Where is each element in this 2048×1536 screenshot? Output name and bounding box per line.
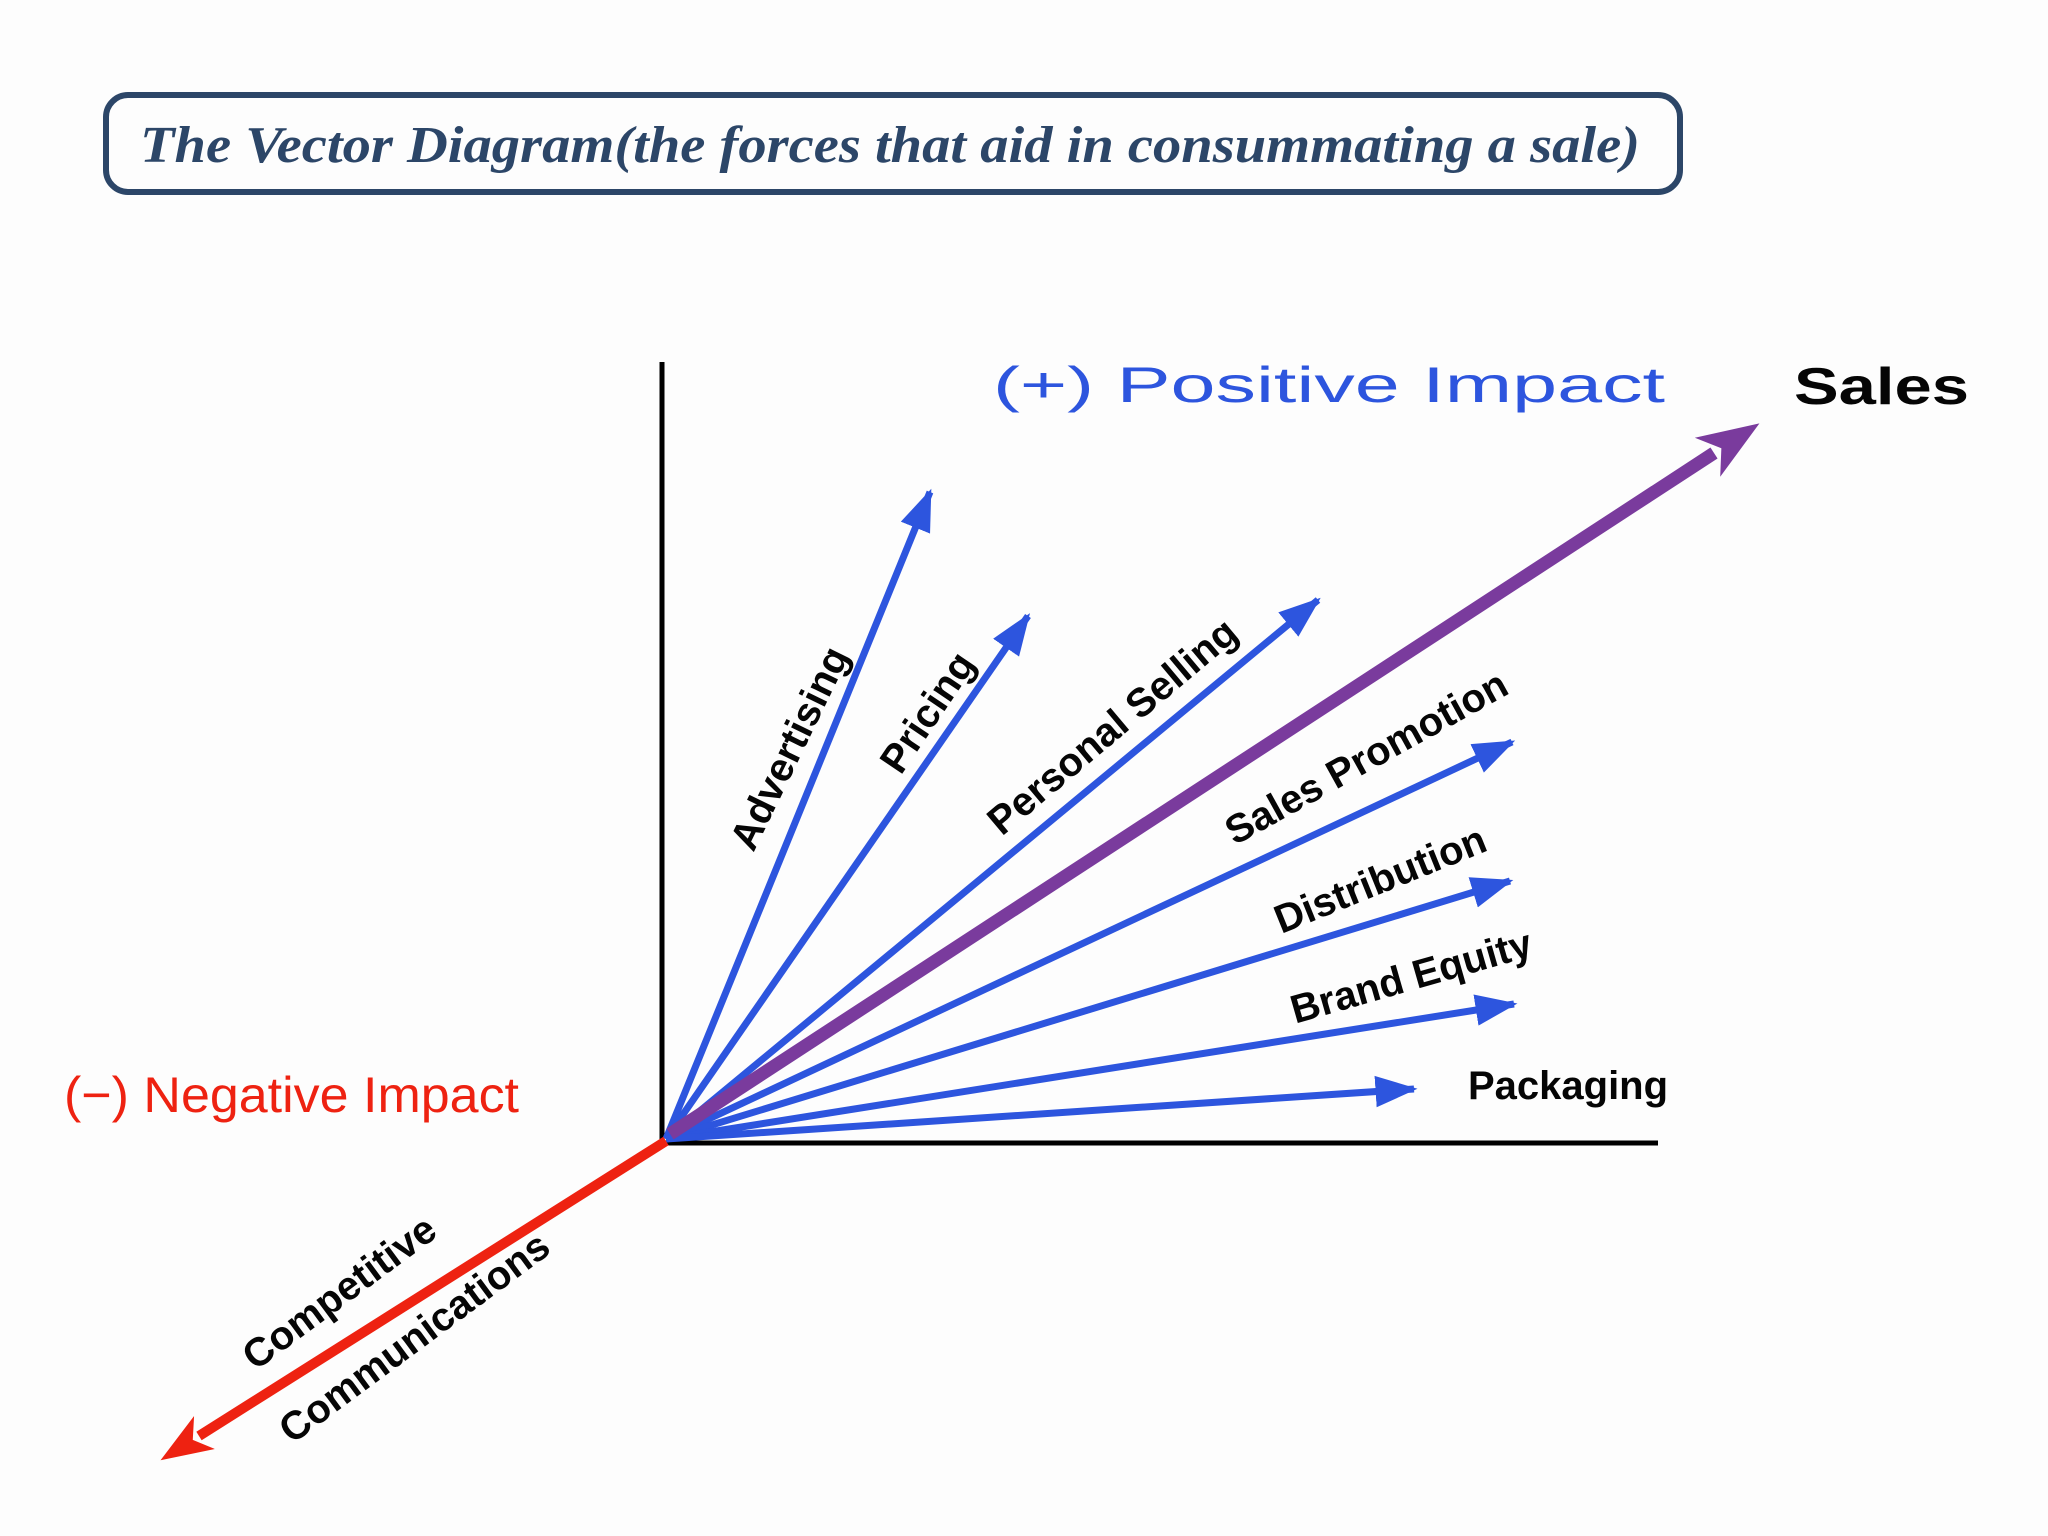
sales-label: Sales xyxy=(1794,358,1969,416)
personal-selling-arrow xyxy=(663,597,1321,1142)
pricing-arrow xyxy=(663,613,1031,1141)
sales-promotion-arrow xyxy=(664,738,1516,1143)
brand-equity-arrow xyxy=(665,994,1518,1143)
personal-selling-label: Personal Selling xyxy=(979,610,1246,844)
packaging-label: Packaging xyxy=(1468,1064,1668,1108)
positive-impact-annotation: (+) Positive Impact xyxy=(993,357,1665,413)
distribution-arrow xyxy=(664,877,1514,1143)
advertising-label: Advertising xyxy=(722,640,858,857)
advertising-arrow xyxy=(662,488,934,1141)
competitive-communications-arrow xyxy=(160,1136,669,1461)
title-border xyxy=(103,92,1683,195)
vector-labels: Advertising Pricing Personal Selling Sal… xyxy=(234,610,1668,1452)
title-box: The Vector Diagram(the forces that aid i… xyxy=(103,92,1683,195)
sales-resultant-arrow xyxy=(666,423,1760,1140)
positive-arrows xyxy=(662,488,1518,1143)
negative-impact-annotation: (−) Negative Impact xyxy=(64,1067,519,1123)
page-title: The Vector Diagram(the forces that aid i… xyxy=(140,117,1640,174)
packaging-arrow xyxy=(665,1075,1418,1143)
